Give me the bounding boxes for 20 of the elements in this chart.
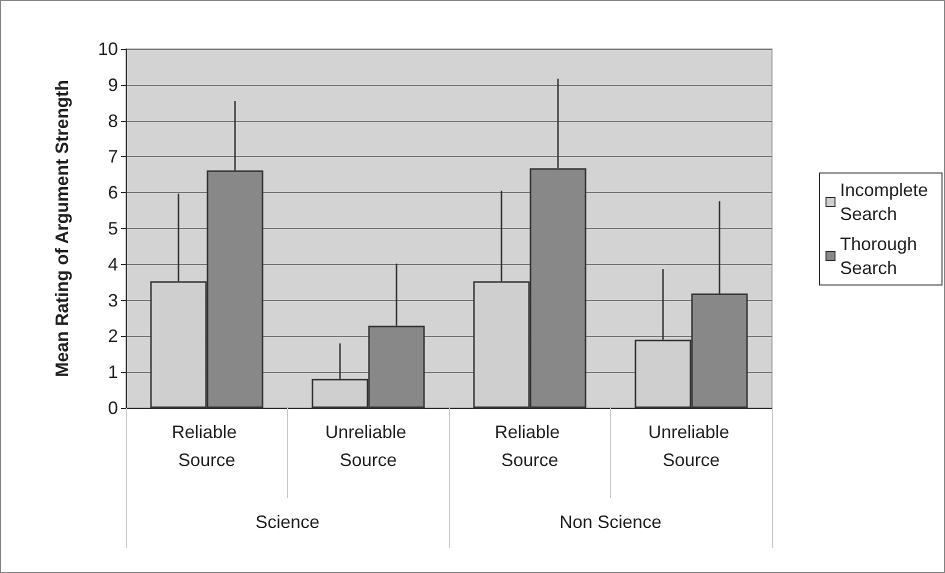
- y-tick-label: 9: [108, 74, 118, 95]
- y-tick-label: 4: [108, 254, 118, 274]
- y-tick-label: 10: [98, 39, 118, 59]
- x-tick-label: Reliable Source: [172, 422, 242, 470]
- x-tick-label: Unreliable Source: [648, 422, 734, 470]
- y-tick-label: 1: [108, 362, 118, 382]
- text: Non Science: [559, 512, 662, 532]
- y-tick-label: 2: [108, 326, 118, 346]
- y-tick-label: 8: [108, 110, 118, 131]
- y-tick-label: 6: [108, 182, 118, 203]
- x-tick-label: Unreliable Source: [325, 422, 412, 470]
- y-tick-label: 5: [108, 218, 118, 238]
- text: Science: [255, 512, 320, 532]
- y-tick-label: 7: [108, 146, 118, 167]
- x-tick-label: Reliable Source: [494, 422, 565, 470]
- legend-label: Incomplete Search: [840, 180, 934, 224]
- y-tick-label: 3: [108, 290, 118, 310]
- y-axis-title: Mean Rating of Argument Strength: [52, 80, 72, 378]
- y-tick-label: 0: [108, 398, 118, 418]
- legend-label: Thorough Search: [840, 234, 922, 278]
